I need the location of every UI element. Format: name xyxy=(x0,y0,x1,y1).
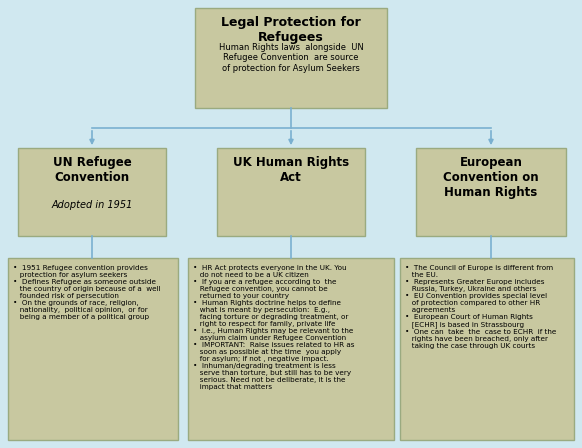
FancyBboxPatch shape xyxy=(416,148,566,236)
Text: UK Human Rights
Act: UK Human Rights Act xyxy=(233,156,349,184)
FancyBboxPatch shape xyxy=(400,258,574,440)
Text: Legal Protection for
Refugees: Legal Protection for Refugees xyxy=(221,16,361,44)
FancyBboxPatch shape xyxy=(195,8,387,108)
Text: European
Convention on
Human Rights: European Convention on Human Rights xyxy=(443,156,539,199)
Text: Human Rights laws  alongside  UN
Refugee Convention  are source
of protection fo: Human Rights laws alongside UN Refugee C… xyxy=(219,43,363,73)
Text: •  The Council of Europe is different from
   the EU.
•  Represents Greater Euro: • The Council of Europe is different fro… xyxy=(405,265,556,349)
FancyBboxPatch shape xyxy=(18,148,166,236)
Text: •  1951 Refugee convention provides
   protection for asylum seekers
•  Defines : • 1951 Refugee convention provides prote… xyxy=(13,265,161,320)
FancyBboxPatch shape xyxy=(188,258,394,440)
Text: •  HR Act protects everyone in the UK. You
   do not need to be a UK citizen
•  : • HR Act protects everyone in the UK. Yo… xyxy=(193,265,354,390)
Text: UN Refugee
Convention: UN Refugee Convention xyxy=(52,156,132,184)
FancyBboxPatch shape xyxy=(8,258,178,440)
FancyBboxPatch shape xyxy=(217,148,365,236)
Text: Adopted in 1951: Adopted in 1951 xyxy=(51,200,133,210)
